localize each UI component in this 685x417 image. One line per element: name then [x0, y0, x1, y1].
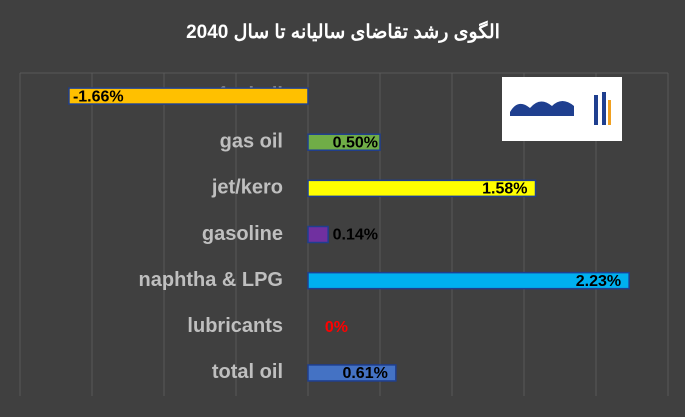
- value-label: 0.50%: [333, 134, 378, 151]
- value-label: -1.66%: [73, 88, 124, 105]
- category-label: jet/kero: [211, 177, 283, 199]
- category-label: gas oil: [220, 130, 283, 152]
- value-label: 0%: [325, 319, 348, 336]
- bar: [68, 87, 309, 105]
- chart-title: الگوی رشد تقاضای سالیانه تا سال 2040: [186, 20, 500, 43]
- bar: [307, 364, 397, 382]
- category-label: lubricants: [187, 315, 283, 337]
- value-label: 1.58%: [482, 181, 527, 198]
- plot: fuel oil-1.66%gas oil0.50%jet/kero1.58%g…: [68, 84, 630, 383]
- category-label: total oil: [212, 361, 283, 383]
- bar: [307, 225, 329, 244]
- category-label: naphtha & LPG: [139, 269, 283, 291]
- bar: [307, 179, 537, 198]
- logo: [502, 77, 622, 141]
- value-label: 0.61%: [342, 365, 387, 382]
- category-label: gasoline: [202, 223, 283, 245]
- value-label: 2.23%: [576, 273, 621, 290]
- value-label: 0.14%: [333, 227, 378, 244]
- bar: [307, 133, 381, 151]
- bar: [307, 271, 630, 290]
